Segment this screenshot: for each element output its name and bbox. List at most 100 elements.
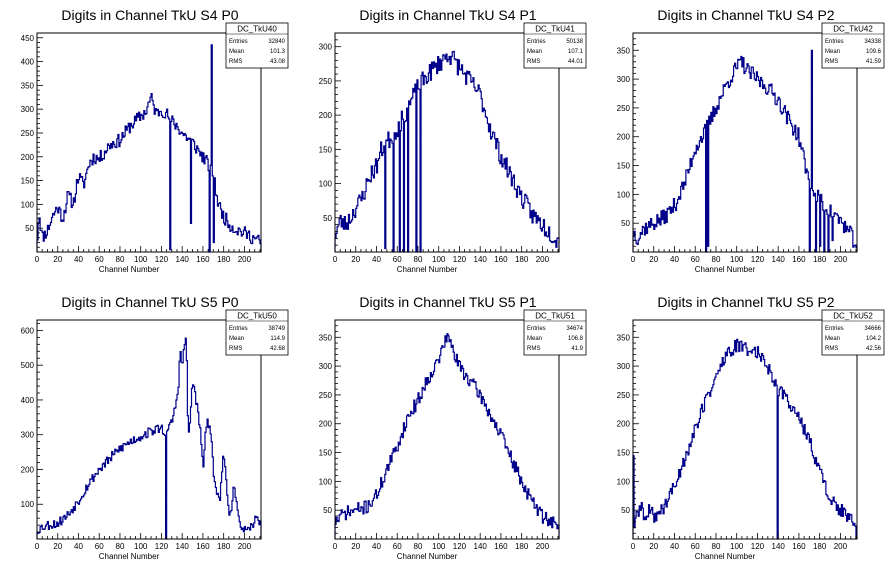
x-tick-label: 120 xyxy=(155,542,169,551)
stats-label-rms: RMS xyxy=(825,346,838,352)
y-tick-label: 50 xyxy=(621,506,630,515)
y-tick-label: 250 xyxy=(319,77,333,86)
x-tick-label: 100 xyxy=(134,255,148,264)
x-axis-label: Channel Number xyxy=(695,552,756,561)
y-tick-label: 600 xyxy=(21,326,35,335)
x-tick-label: 160 xyxy=(792,255,806,264)
x-tick-label: 100 xyxy=(730,255,744,264)
stats-label-entries: Entries xyxy=(825,326,844,332)
histogram-line xyxy=(334,50,560,253)
stats-label-entries: Entries xyxy=(229,326,248,332)
x-tick-label: 120 xyxy=(751,542,765,551)
x-tick-label: 0 xyxy=(35,542,40,551)
histogram-panel-s5-p0: Digits in Channel TkU S5 P0 0 20 40 60 80 100 1… xyxy=(21,294,289,561)
x-tick-label: 40 xyxy=(670,542,679,551)
histogram-panel-s4-p0: Digits in Channel TkU S4 P0 0 20 40 60 80 100 1… xyxy=(21,7,289,274)
stats-value-mean: 109.6 xyxy=(866,49,882,55)
y-tick-label: 50 xyxy=(25,224,34,233)
stats-value-rms: 41.59 xyxy=(866,59,882,65)
stats-value-entries: 34338 xyxy=(864,39,881,45)
y-tick-label: 500 xyxy=(21,361,35,370)
y-tick-label: 300 xyxy=(319,43,333,52)
x-tick-label: 60 xyxy=(393,255,402,264)
stats-label-mean: Mean xyxy=(527,336,542,342)
stats-value-mean: 107.1 xyxy=(568,49,584,55)
x-tick-label: 120 xyxy=(453,255,467,264)
x-tick-label: 140 xyxy=(772,542,786,551)
x-tick-label: 60 xyxy=(393,542,402,551)
y-tick-label: 100 xyxy=(319,477,333,486)
y-tick-label: 250 xyxy=(21,129,35,138)
y-tick-label: 300 xyxy=(21,105,35,114)
x-tick-label: 200 xyxy=(834,255,848,264)
x-tick-label: 20 xyxy=(53,255,62,264)
x-tick-label: 40 xyxy=(74,255,83,264)
y-tick-label: 200 xyxy=(319,111,333,120)
stats-label-rms: RMS xyxy=(229,59,242,65)
x-tick-label: 80 xyxy=(414,255,423,264)
stats-label-entries: Entries xyxy=(229,39,248,45)
histogram-line xyxy=(632,338,858,540)
x-tick-label: 180 xyxy=(515,542,529,551)
x-tick-label: 100 xyxy=(730,542,744,551)
stats-label-rms: RMS xyxy=(825,59,838,65)
x-tick-label: 40 xyxy=(74,542,83,551)
x-tick-label: 60 xyxy=(691,542,700,551)
stats-value-entries: 50138 xyxy=(566,39,583,45)
stats-value-entries: 32840 xyxy=(268,39,285,45)
histogram-panel-s4-p1: Digits in Channel TkU S4 P1 0 20 40 60 80 100 1… xyxy=(319,7,587,274)
x-tick-label: 20 xyxy=(53,542,62,551)
y-tick-label: 50 xyxy=(323,214,332,223)
stats-histogram-name: DC_TkU42 xyxy=(833,25,873,34)
y-tick-label: 100 xyxy=(21,200,35,209)
y-tick-label: 100 xyxy=(21,500,35,509)
x-tick-label: 80 xyxy=(116,255,125,264)
y-tick-label: 100 xyxy=(617,477,631,486)
x-tick-label: 0 xyxy=(35,255,40,264)
histogram-panel-s4-p2: Digits in Channel TkU S4 P2 0 20 40 60 80 100 1… xyxy=(617,7,885,274)
y-tick-label: 50 xyxy=(621,219,630,228)
x-tick-label: 80 xyxy=(414,542,423,551)
x-tick-label: 80 xyxy=(712,542,721,551)
x-tick-label: 0 xyxy=(631,255,636,264)
stats-histogram-name: DC_TkU40 xyxy=(237,25,277,34)
x-tick-label: 140 xyxy=(176,255,190,264)
x-tick-label: 20 xyxy=(351,542,360,551)
y-tick-label: 350 xyxy=(617,46,631,55)
x-tick-label: 60 xyxy=(95,255,104,264)
x-tick-label: 140 xyxy=(474,542,488,551)
stats-label-entries: Entries xyxy=(527,39,546,45)
histogram-line xyxy=(334,333,560,539)
x-tick-label: 140 xyxy=(176,542,190,551)
stats-box xyxy=(225,22,289,69)
y-tick-label: 100 xyxy=(617,190,631,199)
x-tick-label: 200 xyxy=(238,255,252,264)
stats-histogram-name: DC_TkU51 xyxy=(535,312,575,321)
x-tick-label: 200 xyxy=(834,542,848,551)
x-tick-label: 0 xyxy=(333,542,338,551)
x-axis-label: Channel Number xyxy=(695,265,756,274)
y-tick-label: 350 xyxy=(617,333,631,342)
x-tick-label: 160 xyxy=(196,255,210,264)
histogram-line xyxy=(36,44,262,253)
stats-histogram-name: DC_TkU41 xyxy=(535,25,575,34)
y-tick-label: 350 xyxy=(319,333,333,342)
x-tick-label: 140 xyxy=(474,255,488,264)
x-tick-label: 20 xyxy=(649,542,658,551)
stats-label-rms: RMS xyxy=(527,59,540,65)
x-tick-label: 180 xyxy=(515,255,529,264)
stats-box xyxy=(523,309,587,356)
chart-title: Digits in Channel TkU S4 P1 xyxy=(359,7,536,23)
y-tick-label: 250 xyxy=(617,391,631,400)
histogram-panel-s5-p1: Digits in Channel TkU S5 P1 0 20 40 60 80 100 1… xyxy=(319,294,587,561)
x-tick-label: 60 xyxy=(95,542,104,551)
y-tick-label: 300 xyxy=(617,362,631,371)
x-tick-label: 40 xyxy=(372,542,381,551)
x-tick-label: 80 xyxy=(712,255,721,264)
stats-value-rms: 42.68 xyxy=(270,346,286,352)
stats-value-entries: 34674 xyxy=(566,326,583,332)
y-tick-label: 200 xyxy=(617,420,631,429)
y-tick-label: 100 xyxy=(319,180,333,189)
histogram-line xyxy=(36,337,262,540)
